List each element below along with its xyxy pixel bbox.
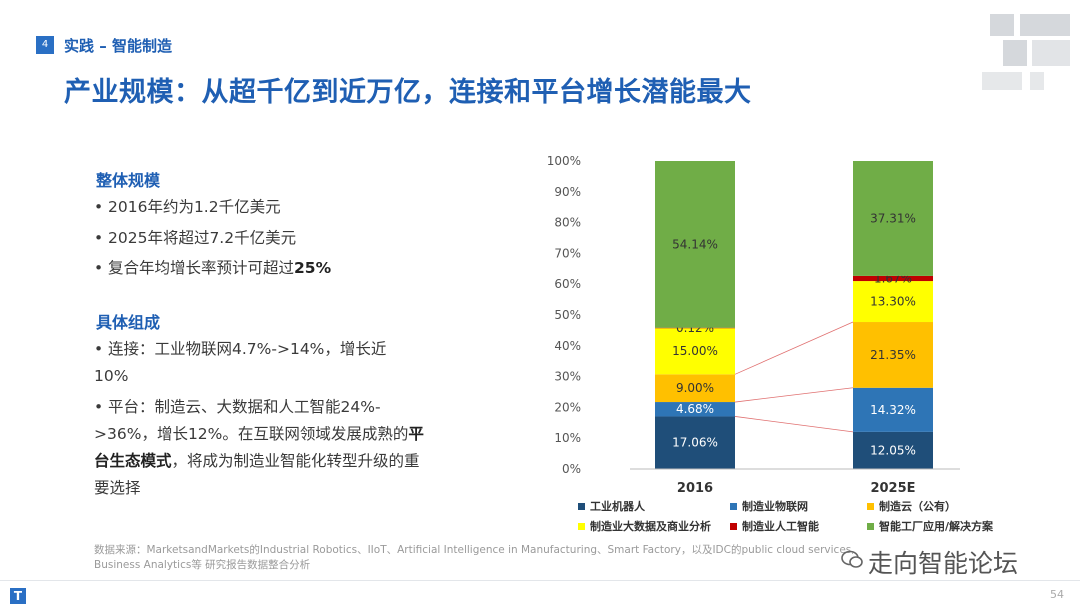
data-label: 13.30%	[870, 295, 916, 309]
data-label: 21.35%	[870, 348, 916, 362]
corner-decoration	[982, 72, 1022, 90]
bar-segment	[853, 387, 933, 432]
footer-divider	[0, 580, 1080, 581]
y-tick-label: 50%	[554, 308, 581, 322]
x-tick-label: 2025E	[870, 481, 915, 496]
y-tick-label: 0%	[562, 462, 581, 476]
source-line: 数据来源：MarketsandMarkets的Industrial Roboti…	[94, 544, 855, 556]
wechat-icon	[841, 550, 863, 568]
data-label: 12.05%	[870, 443, 916, 457]
y-tick-label: 100%	[547, 154, 581, 168]
data-label: 15.00%	[672, 344, 718, 358]
bar-segment	[853, 275, 933, 282]
bar-segment	[853, 161, 933, 276]
corner-decoration	[1003, 40, 1027, 66]
composition-heading: 具体组成	[96, 313, 161, 332]
legend-label: 制造业物联网	[742, 499, 808, 513]
bar-segment	[655, 327, 735, 329]
bullet-item: • 2016年约为1.2千亿美元	[94, 194, 424, 221]
legend-swatch	[867, 523, 874, 530]
bullet-item: • 连接：工业物联网4.7%->14%，增长近10%	[94, 336, 414, 390]
bar-segment	[655, 416, 735, 469]
bullet-dot: •	[94, 340, 104, 358]
y-tick-label: 20%	[554, 400, 581, 414]
connector-line	[734, 416, 854, 433]
bar-segment	[655, 374, 735, 403]
legend-label: 工业机器人	[590, 499, 646, 513]
y-tick-label: 80%	[554, 216, 581, 230]
corner-decoration	[1030, 72, 1044, 90]
legend-label: 智能工厂应用/解决方案	[879, 519, 994, 533]
corner-decoration	[1032, 40, 1070, 66]
overall-scale-heading: 整体规模	[96, 171, 161, 190]
corner-decoration	[1020, 14, 1070, 36]
page-number: 54	[1050, 588, 1064, 601]
corner-decoration	[990, 14, 1014, 36]
legend-label: 制造云（公有）	[879, 499, 956, 513]
bullet-dot: •	[94, 398, 104, 416]
connector-line	[734, 321, 854, 375]
brand-logo: T	[10, 588, 26, 604]
bullet-text: 复合年均增长率预计可超过	[108, 259, 295, 277]
y-tick-label: 60%	[554, 277, 581, 291]
bar-segment	[655, 161, 735, 328]
legend-swatch	[578, 523, 585, 530]
bar-segment	[655, 402, 735, 417]
data-label: 17.06%	[672, 436, 718, 450]
connector-line	[734, 387, 854, 403]
y-tick-label: 30%	[554, 370, 581, 384]
bar-segment	[853, 322, 933, 388]
bullet-dot: •	[94, 229, 104, 247]
data-label: 9.00%	[676, 381, 714, 395]
watermark-text: 走向智能论坛	[868, 549, 1019, 578]
data-label: 4.68%	[676, 402, 714, 416]
bullet-bold: 平台生态模式	[94, 425, 424, 470]
stacked-bar-chart: 0% 10% 20% 30% 40% 50% 60% 70% 80% 90% 100% 17.06% 4…	[547, 154, 994, 533]
data-label: 54.14%	[672, 237, 718, 251]
y-tick-label: 40%	[554, 339, 581, 353]
bullet-dot: •	[94, 198, 104, 216]
x-tick-label: 2016	[677, 481, 713, 496]
legend-swatch	[730, 523, 737, 530]
y-tick-label: 70%	[554, 246, 581, 260]
bullet-text: 2025年将超过7.2千亿美元	[108, 229, 297, 247]
legend-swatch	[730, 503, 737, 510]
section-title: 实践 – 智能制造	[64, 37, 172, 55]
bullet-item: • 平台：制造云、大数据和人工智能24%->36%，增长12%。在互联网领域发展成…	[94, 394, 432, 502]
source-line: Business Analytics等 研究报告数据整合分析	[94, 559, 311, 571]
bar-segment	[655, 328, 735, 375]
legend-swatch	[867, 503, 874, 510]
bar-segment	[853, 431, 933, 469]
legend-label: 制造业人工智能	[742, 519, 819, 533]
bullet-text: ，将成为制造业智能化转型升级的重要选择	[94, 452, 420, 497]
data-label: 37.31%	[870, 211, 916, 225]
bullet-item: • 复合年均增长率预计可超过25%	[94, 255, 424, 282]
section-number-badge: 4	[36, 36, 54, 54]
data-label: 14.32%	[870, 403, 916, 417]
legend-label: 制造业大数据及商业分析	[590, 519, 711, 533]
bullet-text: 连接：工业物联网4.7%->14%，增长近10%	[94, 340, 387, 385]
y-tick-label: 10%	[554, 431, 581, 445]
bar-segment	[853, 281, 933, 323]
page-title: 产业规模：从超千亿到近万亿，连接和平台增长潜能最大	[64, 77, 752, 108]
bullet-item: • 2025年将超过7.2千亿美元	[94, 225, 424, 252]
bullet-text: 平台：制造云、大数据和人工智能24%->36%，增长12%。在互联网领域发展成熟…	[94, 398, 409, 443]
bullet-text: 2016年约为1.2千亿美元	[108, 198, 281, 216]
bullet-bold: 25%	[294, 259, 332, 277]
data-source-note: 数据来源：MarketsandMarkets的Industrial Roboti…	[94, 543, 864, 573]
bullet-dot: •	[94, 259, 104, 277]
y-tick-label: 90%	[554, 185, 581, 199]
legend-swatch	[578, 503, 585, 510]
